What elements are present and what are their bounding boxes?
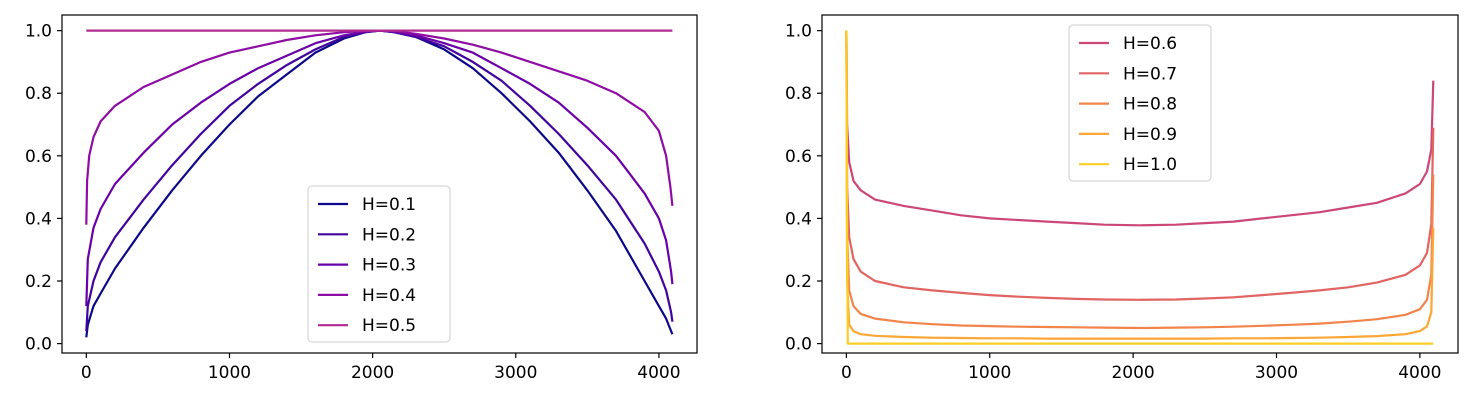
legend-label: H=0.7 — [1123, 64, 1177, 84]
y-tick-label: 0.6 — [785, 147, 812, 167]
y-tick-label: 1.0 — [25, 22, 52, 42]
x-tick-label: 3000 — [1255, 363, 1298, 383]
legend-label: H=0.4 — [362, 286, 416, 306]
y-tick-label: 0.0 — [785, 335, 812, 355]
y-tick-label: 0.8 — [785, 84, 812, 104]
x-tick-label: 0 — [841, 363, 852, 383]
legend-label: H=0.5 — [362, 316, 416, 336]
legend-label: H=0.9 — [1123, 125, 1177, 145]
y-tick-label: 0.8 — [25, 84, 52, 104]
x-tick-label: 4000 — [637, 363, 680, 383]
legend-label: H=0.2 — [362, 225, 416, 245]
y-tick-label: 0.2 — [25, 272, 52, 292]
legend-box — [307, 185, 451, 343]
y-tick-label: 0.4 — [25, 209, 52, 229]
series-line-H08 — [845, 30, 1435, 330]
y-tick-label: 1.0 — [785, 22, 812, 42]
y-tick-label: 0.0 — [25, 335, 52, 355]
legend-label: H=0.8 — [1123, 95, 1177, 115]
legend: H=0.1 H=0.2 H=0.3 H=0.4 H=0.5 — [307, 185, 451, 343]
axes-frame — [61, 14, 698, 354]
x-tick-label: 1000 — [208, 363, 251, 383]
left-line-chart: 0 1000 2000 3000 4000 0.0 0.2 0.4 0.6 0.8 1.0 H=0.1… — [25, 14, 698, 383]
y-tick-label: 0.2 — [785, 272, 812, 292]
legend-label: H=1.0 — [1123, 155, 1177, 175]
x-tick-label: 0 — [81, 363, 92, 383]
y-tick-label: 0.4 — [785, 209, 812, 229]
series-line-H10 — [845, 30, 1434, 345]
legend-label: H=0.1 — [362, 195, 416, 215]
series-line-H07 — [845, 30, 1435, 301]
right-line-chart: 0 1000 2000 3000 4000 0.0 0.2 0.4 0.6 0.8 1.0 H=0.6… — [785, 14, 1459, 383]
series-line-H09 — [845, 30, 1435, 340]
legend-label: H=0.3 — [362, 256, 416, 276]
legend-box — [1068, 24, 1212, 182]
series-line-H06 — [845, 30, 1435, 227]
legend: H=0.6 H=0.7 H=0.8 H=0.9 H=1.0 — [1068, 24, 1212, 182]
x-tick-label: 2000 — [1111, 363, 1154, 383]
legend-label: H=0.6 — [1123, 34, 1177, 54]
axes-frame — [821, 14, 1459, 354]
x-tick-label: 1000 — [968, 363, 1011, 383]
y-tick-label: 0.6 — [25, 147, 52, 167]
x-tick-label: 4000 — [1398, 363, 1441, 383]
x-tick-label: 2000 — [351, 363, 394, 383]
x-tick-label: 3000 — [494, 363, 537, 383]
